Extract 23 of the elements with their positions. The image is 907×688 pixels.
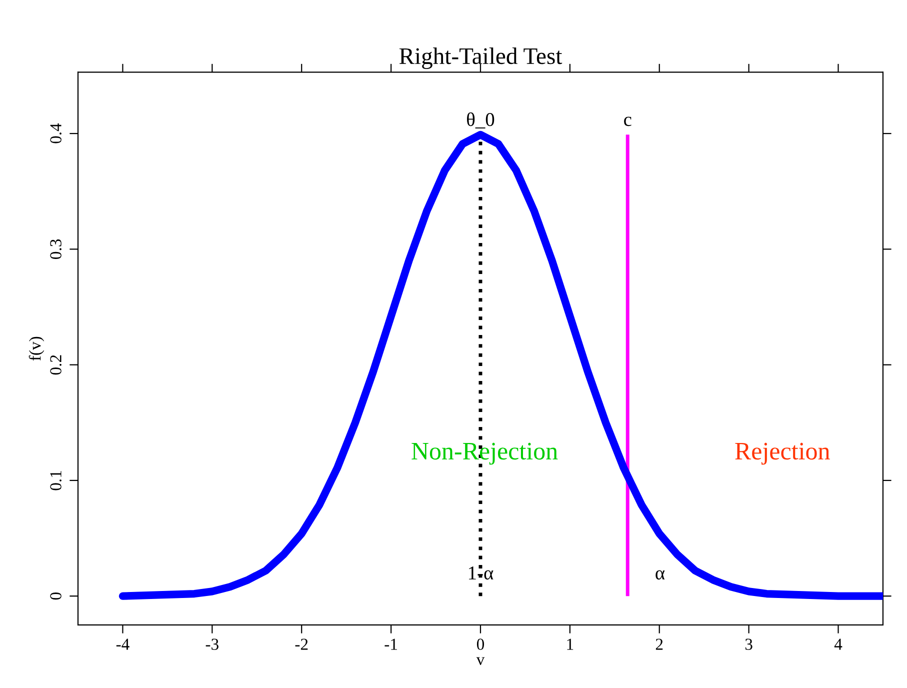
annotation: Rejection <box>735 442 830 465</box>
y-axis-title: f(v) <box>28 336 44 361</box>
ref-line-label: c <box>624 116 632 126</box>
chart-title: Right-Tailed Test <box>399 48 562 69</box>
x-tick-label: -1 <box>384 638 397 650</box>
y-tick-label: 0.4 <box>50 123 62 144</box>
y-tick-label: 0.3 <box>50 239 62 259</box>
x-tick-label: 4 <box>834 638 842 650</box>
x-axis-title: v <box>476 657 485 666</box>
y-tick-label: 0.2 <box>50 355 62 375</box>
y-tick-label: 0.1 <box>50 471 62 490</box>
annotation: 1-α <box>469 566 494 580</box>
x-tick-label: 2 <box>656 638 663 650</box>
x-tick-label: 1 <box>567 638 574 650</box>
x-tick-label: 0 <box>476 638 484 650</box>
annotation: Non-Rejection <box>412 442 558 465</box>
y-tick-label: 0 <box>50 592 62 600</box>
x-tick-label: -4 <box>116 638 130 650</box>
x-tick-label: 3 <box>745 638 752 650</box>
annotation: α <box>656 570 665 580</box>
ref-line-label: θ_0 <box>467 112 494 128</box>
x-tick-label: -3 <box>206 638 218 650</box>
x-tick-label: -2 <box>295 638 308 650</box>
